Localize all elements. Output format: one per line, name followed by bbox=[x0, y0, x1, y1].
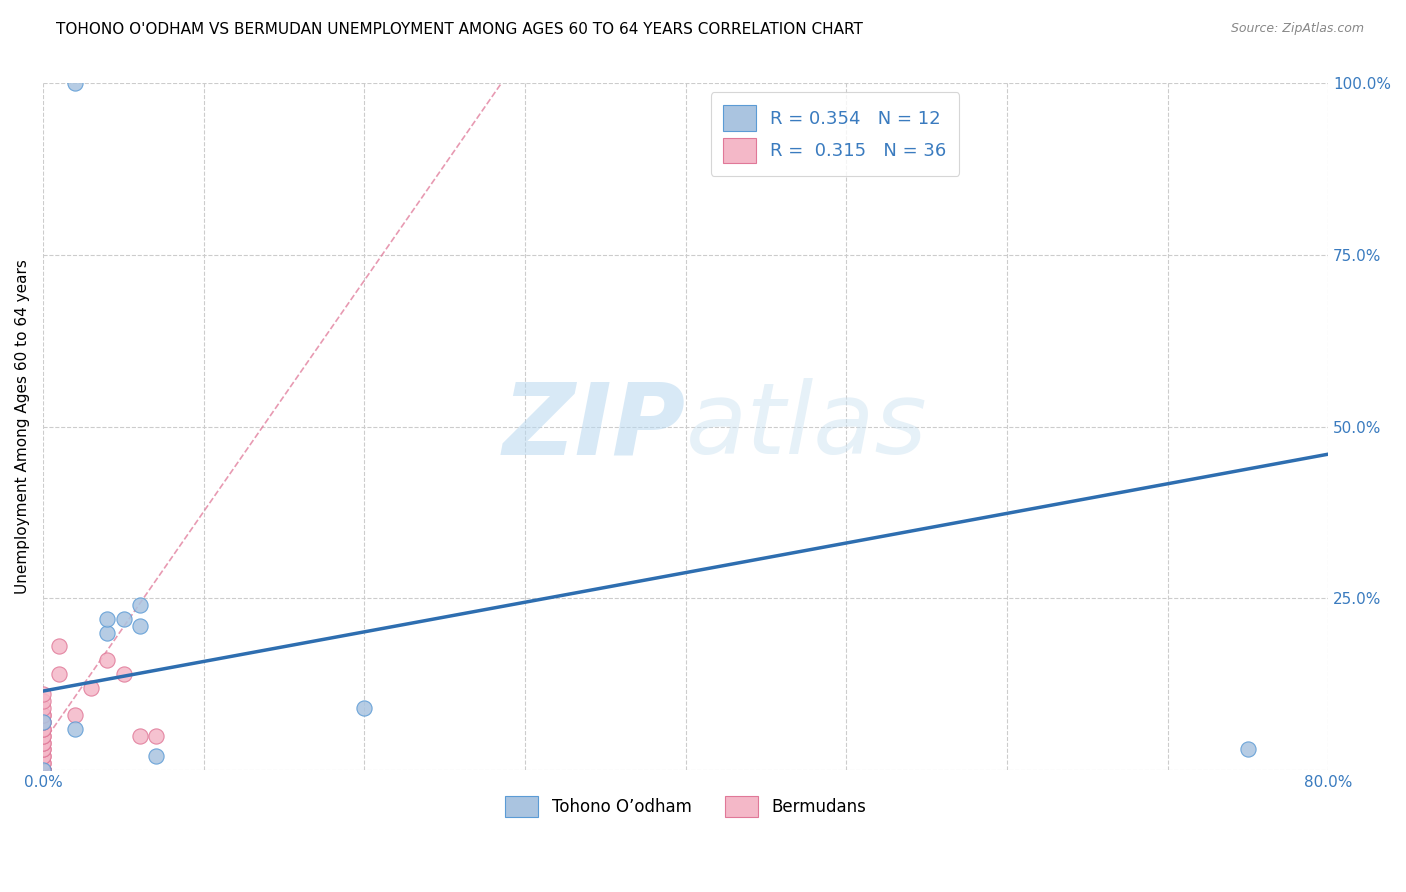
Point bbox=[32, 749, 55, 764]
Point bbox=[32, 763, 55, 777]
Point bbox=[32, 763, 55, 777]
Point bbox=[96, 653, 118, 667]
Point bbox=[48, 640, 70, 654]
Point bbox=[32, 729, 55, 743]
Point bbox=[353, 701, 375, 715]
Point bbox=[32, 714, 55, 729]
Point bbox=[32, 749, 55, 764]
Point bbox=[32, 688, 55, 702]
Point bbox=[32, 763, 55, 777]
Point bbox=[128, 729, 150, 743]
Text: ZIP: ZIP bbox=[503, 378, 686, 475]
Point bbox=[32, 722, 55, 736]
Text: TOHONO O'ODHAM VS BERMUDAN UNEMPLOYMENT AMONG AGES 60 TO 64 YEARS CORRELATION CH: TOHONO O'ODHAM VS BERMUDAN UNEMPLOYMENT … bbox=[56, 22, 863, 37]
Point bbox=[65, 722, 87, 736]
Point bbox=[145, 749, 167, 764]
Point bbox=[65, 708, 87, 723]
Point bbox=[32, 742, 55, 756]
Point bbox=[96, 612, 118, 626]
Point bbox=[32, 742, 55, 756]
Point bbox=[65, 77, 87, 91]
Point bbox=[80, 681, 103, 695]
Point bbox=[32, 763, 55, 777]
Point bbox=[32, 763, 55, 777]
Point bbox=[32, 763, 55, 777]
Point bbox=[32, 735, 55, 749]
Point bbox=[112, 666, 135, 681]
Legend: Tohono O’odham, Bermudans: Tohono O’odham, Bermudans bbox=[498, 789, 873, 823]
Point bbox=[32, 694, 55, 708]
Point bbox=[96, 625, 118, 640]
Point bbox=[32, 708, 55, 723]
Point bbox=[32, 722, 55, 736]
Point bbox=[48, 666, 70, 681]
Point bbox=[32, 763, 55, 777]
Point bbox=[32, 714, 55, 729]
Point bbox=[128, 599, 150, 613]
Point bbox=[32, 735, 55, 749]
Text: atlas: atlas bbox=[686, 378, 928, 475]
Y-axis label: Unemployment Among Ages 60 to 64 years: Unemployment Among Ages 60 to 64 years bbox=[15, 260, 30, 594]
Point bbox=[128, 619, 150, 633]
Point bbox=[32, 729, 55, 743]
Point bbox=[32, 756, 55, 771]
Point bbox=[32, 708, 55, 723]
Point bbox=[32, 714, 55, 729]
Point bbox=[32, 763, 55, 777]
Point bbox=[32, 763, 55, 777]
Point bbox=[32, 763, 55, 777]
Text: Source: ZipAtlas.com: Source: ZipAtlas.com bbox=[1230, 22, 1364, 36]
Point bbox=[32, 701, 55, 715]
Point bbox=[1237, 742, 1260, 756]
Point bbox=[32, 756, 55, 771]
Point bbox=[112, 612, 135, 626]
Point bbox=[145, 729, 167, 743]
